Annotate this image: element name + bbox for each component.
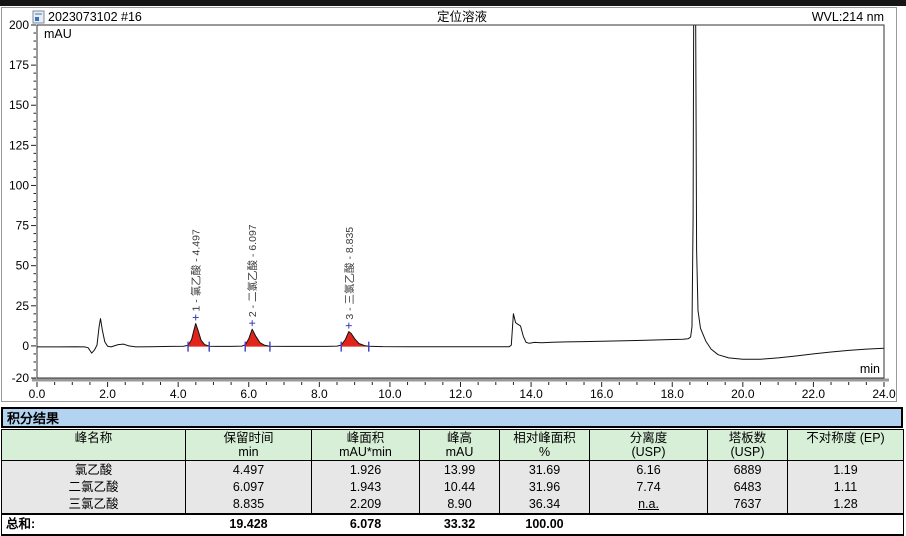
col-header-asymmetry: 不对称度 (EP) xyxy=(787,429,904,461)
x-tick-label: 4.0 xyxy=(170,387,187,401)
value-cell: 1.943 xyxy=(311,479,420,496)
value-cell: 4.497 xyxy=(185,460,312,479)
peak-area-fill xyxy=(188,323,210,347)
results-table-footer: 总和: 19.428 6.078 33.32 100.00 xyxy=(1,513,904,536)
total-relative-area: 100.00 xyxy=(499,513,590,536)
peak-name-cell: 氯乙酸 xyxy=(1,460,186,479)
x-tick-label: 20.0 xyxy=(731,387,755,401)
value-cell: 6889 xyxy=(707,460,788,479)
x-tick-label: 10.0 xyxy=(378,387,402,401)
results-table: 峰名称 保留时间 min 峰面积 mAU*min 峰高 mAU 相对峰面积% 分离度(… xyxy=(1,429,904,536)
wavelength-label: WVL:214 nm xyxy=(812,10,884,24)
value-cell: 31.96 xyxy=(499,479,590,496)
window-top-strip xyxy=(0,0,906,6)
y-tick-label: 50 xyxy=(16,259,30,273)
na-value: n.a. xyxy=(638,497,659,511)
integration-results-section: 积分结果 峰名称 保留时间 min 峰面积 mAU*min 峰高 mAU xyxy=(1,407,904,536)
col-header-peak-name: 峰名称 xyxy=(1,429,186,461)
value-cell: 1.926 xyxy=(311,460,420,479)
col-header-retention-time: 保留时间 min xyxy=(185,429,312,461)
y-tick-label: -20 xyxy=(12,371,30,385)
chart-title: 定位溶液 xyxy=(437,9,488,24)
injection-icon xyxy=(32,10,45,24)
x-tick-label: 6.0 xyxy=(240,387,257,401)
value-cell: 7.74 xyxy=(589,479,708,496)
peak-area-fill xyxy=(245,329,270,347)
value-cell: 1.11 xyxy=(787,479,904,496)
table-row: 氯乙酸 4.497 1.926 13.99 31.69 6.16 6889 1.19 xyxy=(1,460,904,479)
peak-label: 2 - 二氯乙酸 - 6.097 xyxy=(246,224,259,317)
plot-border xyxy=(36,24,885,379)
y-tick-label: 100 xyxy=(9,178,29,192)
col-header-peak-height: 峰高 mAU xyxy=(419,429,500,461)
value-cell: 36.34 xyxy=(499,496,590,514)
value-cell: 13.99 xyxy=(419,460,500,479)
col-header-plates: 塔板数 (USP) xyxy=(707,429,788,461)
table-row: 三氯乙酸 8.835 2.209 8.90 36.34 n.a. 7637 1.28 xyxy=(1,496,904,514)
x-tick-label: 16.0 xyxy=(590,387,614,401)
col-header-peak-area: 峰面积 mAU*min xyxy=(311,429,420,461)
peak-label: 3 - 三氯乙酸 - 8.835 xyxy=(343,227,356,320)
y-tick-label: 125 xyxy=(9,138,29,152)
value-cell: n.a. xyxy=(589,496,708,514)
x-tick-label: 8.0 xyxy=(311,387,328,401)
y-unit-label: mAU xyxy=(44,27,72,41)
value-cell: 1.28 xyxy=(787,496,904,514)
y-tick-label: 150 xyxy=(9,98,29,112)
y-tick-label: 75 xyxy=(16,219,30,233)
results-title: 积分结果 xyxy=(1,407,903,428)
chromatogram-chart[interactable]: 2023073102 #16 定位溶液 WVL:214 nm 1 - 氯乙酸 -… xyxy=(2,8,896,401)
value-cell: 6.097 xyxy=(185,479,312,496)
x-tick-label: 22.0 xyxy=(802,387,826,401)
y-tick-label: 175 xyxy=(9,58,29,72)
total-row: 总和: 19.428 6.078 33.32 100.00 xyxy=(1,513,904,536)
total-height: 33.32 xyxy=(419,513,500,536)
x-tick-label: 0.0 xyxy=(29,387,46,401)
x-tick-label: 2.0 xyxy=(99,387,116,401)
col-header-relative-area: 相对峰面积% xyxy=(499,429,590,461)
peak-name-cell: 二氯乙酸 xyxy=(1,479,186,496)
chromatogram-panel[interactable]: 2023073102 #16 定位溶液 WVL:214 nm 1 - 氯乙酸 -… xyxy=(1,7,897,402)
value-cell: 8.90 xyxy=(419,496,500,514)
value-cell: 31.69 xyxy=(499,460,590,479)
col-header-resolution: 分离度 (USP) xyxy=(589,429,708,461)
total-retention: 19.428 xyxy=(185,513,312,536)
total-area: 6.078 xyxy=(311,513,420,536)
value-cell: 7637 xyxy=(707,496,788,514)
x-tick-label: 14.0 xyxy=(519,387,543,401)
chromatogram-curve xyxy=(37,25,884,360)
results-table-body: 氯乙酸 4.497 1.926 13.99 31.69 6.16 6889 1.19 二氯乙酸 6… xyxy=(1,460,904,514)
total-asymmetry-empty xyxy=(787,513,904,536)
value-cell: 1.19 xyxy=(787,460,904,479)
peak-label: 1 - 氯乙酸 - 4.497 xyxy=(190,229,203,311)
results-table-header: 峰名称 保留时间 min 峰面积 mAU*min 峰高 mAU 相对峰面积% 分离度(… xyxy=(1,429,904,461)
x-tick-label: 12.0 xyxy=(449,387,473,401)
value-cell: 2.209 xyxy=(311,496,420,514)
x-tick-label: 24.0 xyxy=(872,387,896,401)
curve-layer xyxy=(37,25,884,360)
peak-name-cell: 三氯乙酸 xyxy=(1,496,186,514)
plot-area: 1 - 氯乙酸 - 4.497 2 - 二氯乙酸 - 6.097 3 - 三氯乙酸 … xyxy=(9,18,896,401)
x-unit-label: min xyxy=(860,362,880,376)
value-cell: 10.44 xyxy=(419,479,500,496)
value-cell: 8.835 xyxy=(185,496,312,514)
total-resolution-empty xyxy=(589,513,708,536)
plot-background xyxy=(37,25,884,378)
total-plates-empty xyxy=(707,513,788,536)
value-cell: 6.16 xyxy=(589,460,708,479)
x-tick-label: 18.0 xyxy=(661,387,685,401)
y-tick-label: 0 xyxy=(22,339,29,353)
table-row: 二氯乙酸 6.097 1.943 10.44 31.96 7.74 6483 1.11 xyxy=(1,479,904,496)
y-tick-label: 200 xyxy=(9,18,29,32)
y-tick-label: 25 xyxy=(16,299,30,313)
sample-id: 2023073102 #16 xyxy=(48,10,142,24)
total-label: 总和: xyxy=(1,513,186,536)
value-cell: 6483 xyxy=(707,479,788,496)
